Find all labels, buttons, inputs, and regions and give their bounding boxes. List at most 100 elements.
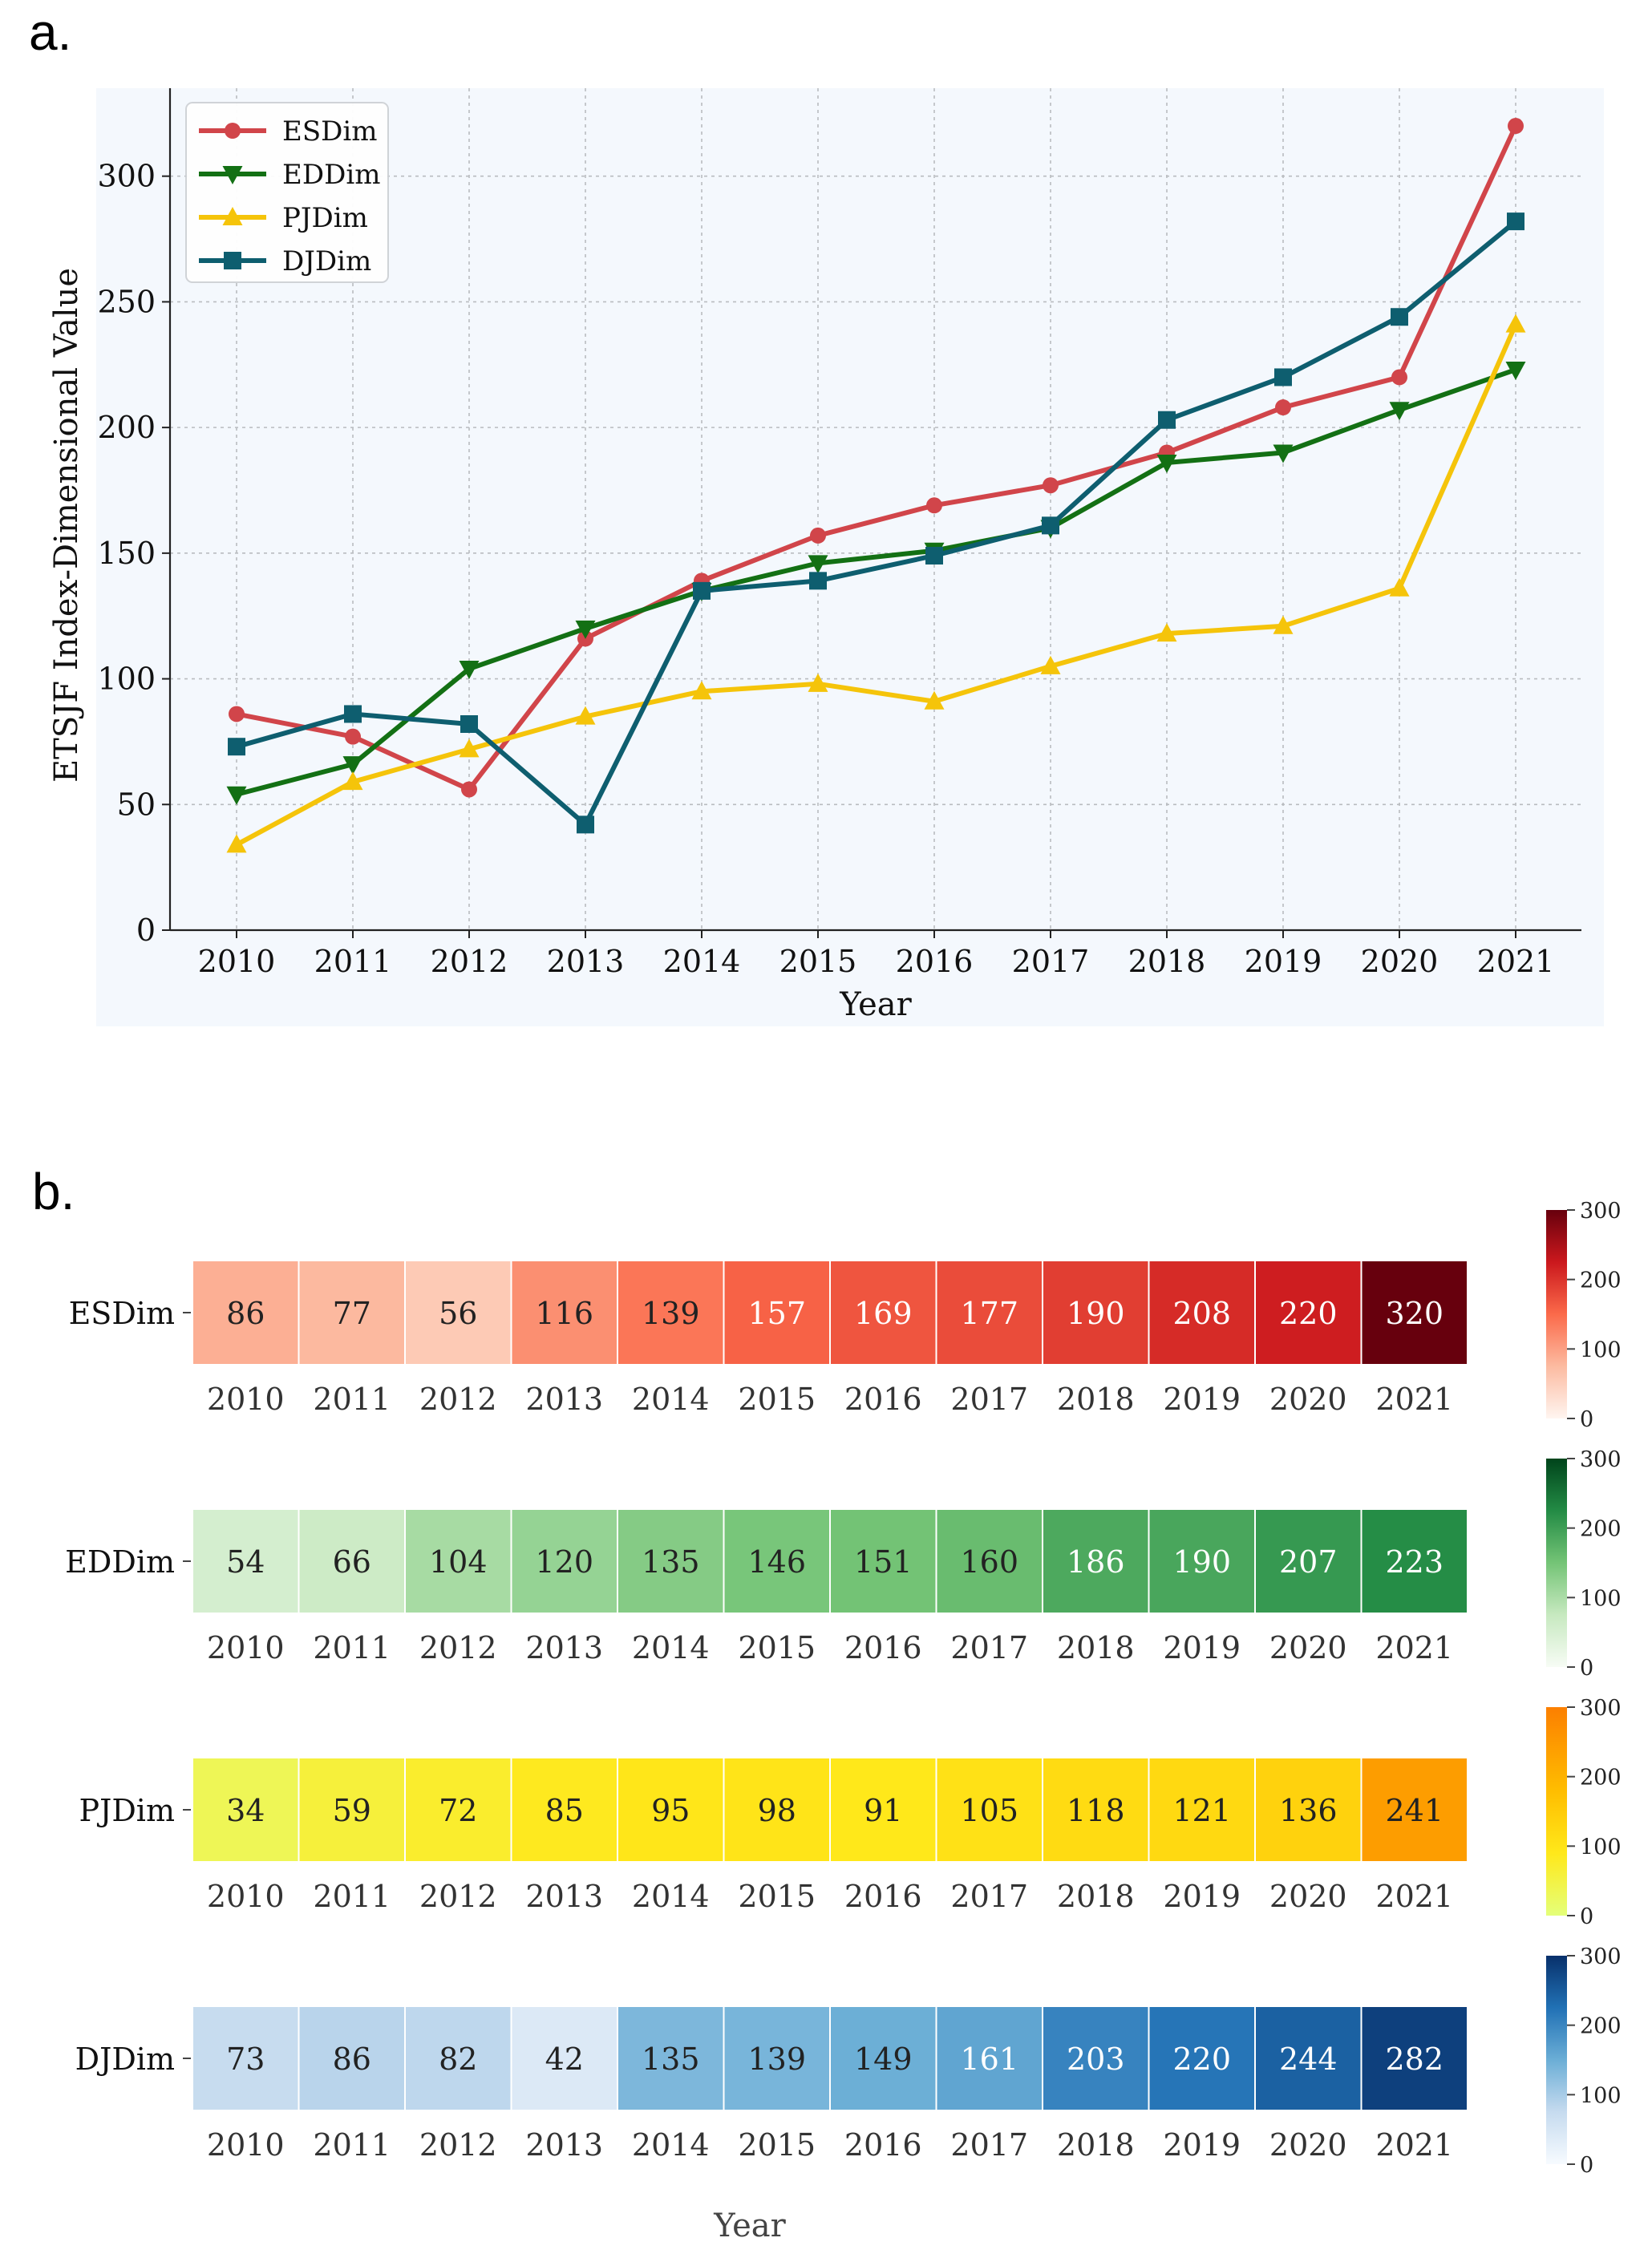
heatmap-x-tick-label: 2019 <box>1163 1382 1241 1417</box>
y-tick-label: 0 <box>136 913 156 948</box>
colorbar-tick-label: 0 <box>1580 1407 1593 1432</box>
heatmap-cell-esdim-2017 <box>935 1260 1043 1366</box>
heatmap-x-tick-label: 2021 <box>1375 1382 1453 1417</box>
heatmap-value: 104 <box>429 1544 488 1580</box>
heatmap-x-tick-label: 2014 <box>632 1630 710 1665</box>
heatmap-value: 82 <box>439 2042 477 2077</box>
heatmap-value: 121 <box>1172 1793 1231 1828</box>
data-point-esdim-2019 <box>1275 399 1291 416</box>
heatmap-value: 220 <box>1279 1296 1338 1331</box>
colorbar-tick-label: 300 <box>1580 1696 1622 1721</box>
heatmap-cell-esdim-2013 <box>510 1260 618 1366</box>
heatmap-value: 207 <box>1279 1544 1338 1580</box>
heatmap-value: 86 <box>226 1296 265 1331</box>
data-point-djdim-2018 <box>1158 411 1176 429</box>
x-tick-label: 2014 <box>663 944 741 979</box>
heatmap-x-tick-label: 2018 <box>1057 2127 1135 2163</box>
heatmap-value: 139 <box>747 2042 806 2077</box>
heatmap-value: 151 <box>854 1544 913 1580</box>
x-tick-label: 2020 <box>1361 944 1439 979</box>
data-point-pjdim-2016 <box>924 690 945 710</box>
series-line-djdim <box>236 219 1517 828</box>
heatmap-cell-pjdim-2011 <box>298 1757 406 1863</box>
heatmap-x-tick-label: 2020 <box>1269 2127 1347 2163</box>
heatmap-x-tick-label: 2014 <box>632 1879 710 1914</box>
heatmap-x-tick-label: 2019 <box>1163 2127 1241 2163</box>
heatmap-value: 86 <box>333 2042 371 2077</box>
heatmap-x-tick-label: 2011 <box>313 1879 391 1914</box>
x-tick-label: 2019 <box>1245 944 1322 979</box>
series-pjdim <box>226 314 1526 853</box>
heatmap-value: 241 <box>1385 1793 1443 1828</box>
heatmap-esdim: 86 2010 77 2011 56 2012 116 2013 139 2014 157 2015 1… <box>69 1199 1622 1432</box>
heatmap-cell-pjdim-2020 <box>1254 1757 1362 1863</box>
heatmap-x-tick-label: 2010 <box>207 1382 285 1417</box>
data-point-esdim-2017 <box>1043 477 1059 494</box>
legend-marker-pjdim <box>222 207 243 225</box>
heatmap-value: 34 <box>226 1793 265 1828</box>
heatmap-x-tick-label: 2018 <box>1057 1879 1135 1914</box>
row-label-pjdim: PJDim <box>79 1793 175 1828</box>
heatmap-x-tick-label: 2013 <box>525 1630 603 1665</box>
heatmap-value: 136 <box>1279 1793 1338 1828</box>
legend-label-pjdim: PJDim <box>282 202 368 234</box>
heatmap-value: 220 <box>1172 2042 1231 2077</box>
heatmap-value: 169 <box>854 1296 913 1331</box>
heatmap-eddim: 54 2010 66 2011 104 2012 120 2013 135 2014 146 2015… <box>65 1447 1621 1681</box>
legend-label-esdim: ESDim <box>282 115 378 148</box>
data-point-esdim-2010 <box>229 706 245 722</box>
heatmap-value: 105 <box>960 1793 1018 1828</box>
heatmap-x-tick-label: 2013 <box>525 2127 603 2163</box>
heatmap-value: 320 <box>1385 1296 1443 1331</box>
colorbar-tick-label: 200 <box>1580 1517 1622 1542</box>
series-line-eddim <box>236 367 1516 797</box>
heatmap-x-tick-label: 2019 <box>1163 1879 1241 1914</box>
heatmap-value: 146 <box>747 1544 806 1580</box>
heatmap-cell-esdim-2018 <box>1042 1260 1150 1366</box>
data-point-pjdim-2014 <box>691 681 712 700</box>
heatmap-value: 98 <box>758 1793 796 1828</box>
heatmap-x-tick-label: 2016 <box>844 1630 922 1665</box>
heatmap-value: 160 <box>960 1544 1018 1580</box>
x-tick-label: 2018 <box>1128 944 1206 979</box>
heatmap-x-tick-label: 2014 <box>632 2127 710 2163</box>
colorbar-tick-label: 0 <box>1580 2153 1593 2178</box>
heatmap-cell-djdim-2019 <box>1148 2005 1256 2111</box>
colorbar-tick-label: 300 <box>1580 1199 1622 1224</box>
y-tick-label: 50 <box>117 787 156 822</box>
heatmap-cell-djdim-2020 <box>1254 2005 1362 2111</box>
data-point-pjdim-2020 <box>1389 577 1410 597</box>
heatmap-value: 157 <box>747 1296 806 1331</box>
heatmap-pjdim: 34 2010 59 2011 72 2012 85 2013 95 2014 98 2015 91 20… <box>79 1696 1622 1929</box>
row-label-djdim: DJDim <box>75 2042 175 2077</box>
data-point-djdim-2011 <box>344 705 362 723</box>
data-point-pjdim-2012 <box>459 739 480 758</box>
colorbar-pjdim <box>1546 1707 1567 1916</box>
data-point-esdim-2011 <box>345 728 361 745</box>
heatmap-cell-esdim-2011 <box>298 1260 406 1366</box>
data-point-eddim-2015 <box>808 555 828 574</box>
heatmap-x-tick-label: 2010 <box>207 1630 285 1665</box>
heatmap-cell-esdim-2010 <box>192 1260 300 1366</box>
legend-marker-djdim <box>224 252 241 269</box>
heatmap-cell-djdim-2017 <box>935 2005 1043 2111</box>
colorbar-tick-label: 200 <box>1580 1766 1622 1791</box>
legend: ESDim EDDim PJDim DJDim <box>185 102 389 283</box>
x-tick-label: 2013 <box>547 944 625 979</box>
data-point-eddim-2021 <box>1505 362 1526 381</box>
heatmap-cell-eddim-2017 <box>935 1508 1043 1614</box>
heatmap-cell-pjdim-2021 <box>1360 1757 1468 1863</box>
legend-marker-eddim <box>222 166 243 184</box>
heatmap-x-tick-label: 2012 <box>419 1382 497 1417</box>
heatmap-cell-djdim-2013 <box>510 2005 618 2111</box>
heatmap-value: 149 <box>854 2042 913 2077</box>
heatmap-x-tick-label: 2011 <box>313 1382 391 1417</box>
heatmap-cell-djdim-2015 <box>723 2005 831 2111</box>
heatmap-value: 116 <box>535 1296 593 1331</box>
colorbar-tick-label: 100 <box>1580 2083 1622 2108</box>
data-point-pjdim-2011 <box>342 771 363 791</box>
heatmap-x-tick-label: 2018 <box>1057 1382 1135 1417</box>
x-tick-label: 2015 <box>779 944 857 979</box>
x-tick-label: 2011 <box>314 944 392 979</box>
data-point-djdim-2019 <box>1274 368 1292 386</box>
